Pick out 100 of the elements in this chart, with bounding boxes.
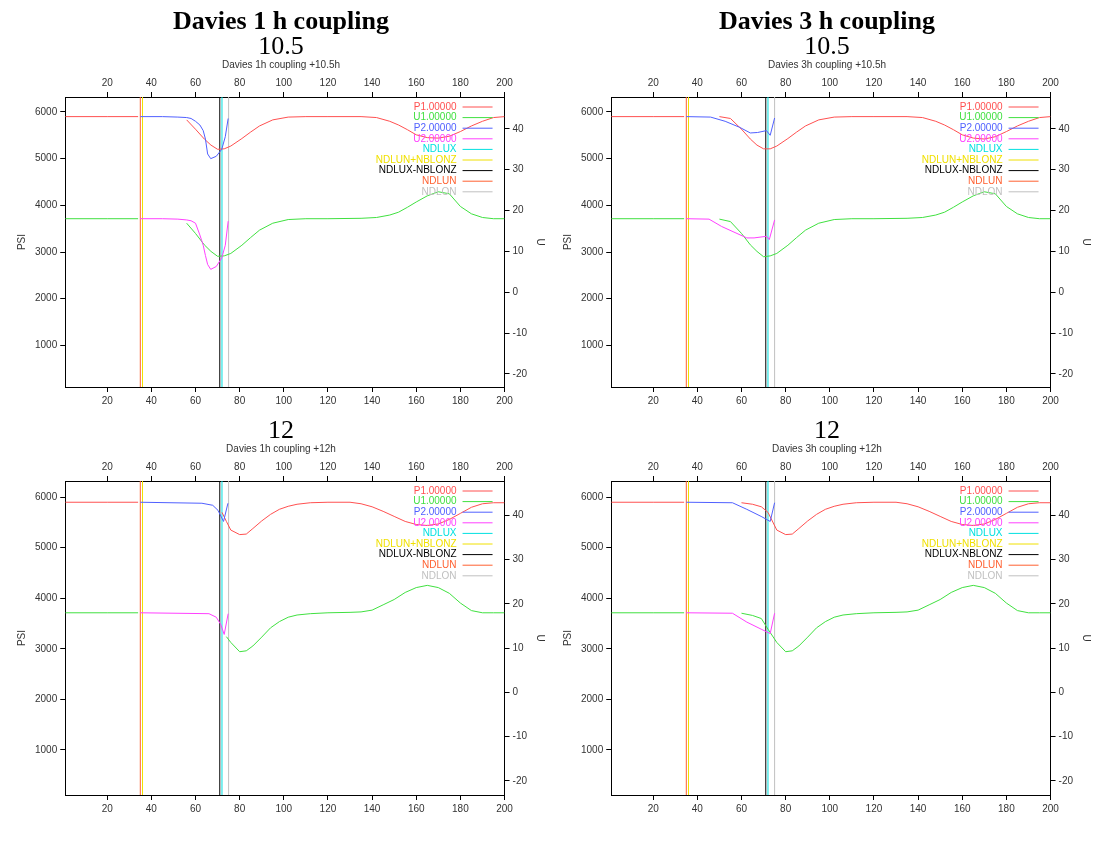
- x-tick-label: 80: [780, 394, 792, 406]
- chart-subtitle: Davies 1h coupling +12h: [225, 442, 337, 456]
- x-tick-label: 60: [189, 394, 202, 406]
- x2-tick-label: 100: [275, 460, 293, 472]
- y-tick-label: 1000: [35, 339, 58, 351]
- x2-tick-label: 120: [865, 460, 883, 472]
- x2-tick-label: 180: [998, 460, 1016, 472]
- x-tick-label: 200: [1042, 802, 1060, 814]
- x2-tick-label: 80: [234, 460, 246, 472]
- x2-tick-label: 20: [101, 76, 114, 88]
- y2-tick-label: 0: [1058, 686, 1065, 698]
- y-tick-label: 3000: [581, 642, 604, 654]
- x2-tick-label: 80: [780, 76, 792, 88]
- x-tick-label: 120: [319, 802, 337, 814]
- y-tick-label: 5000: [581, 541, 604, 553]
- x2-tick-label: 160: [953, 460, 972, 472]
- ref-line-label: NDLUX: [422, 527, 457, 539]
- x-tick-label: 40: [145, 394, 158, 406]
- y2-tick-label: -20: [512, 367, 528, 379]
- x-tick-label: 180: [998, 394, 1016, 406]
- x2-tick-label: 180: [998, 76, 1016, 88]
- legend-label: P2.00000: [413, 505, 457, 517]
- y2-tick-label: 10: [1058, 245, 1071, 257]
- y2-tick-label: 40: [512, 122, 525, 134]
- y2-tick-label: 0: [1058, 285, 1065, 297]
- y-tick-label: 5000: [35, 541, 58, 553]
- y2-tick-label: 10: [1058, 641, 1071, 653]
- legend-label: U1.00000: [959, 111, 1003, 123]
- y2-tick-label: 0: [512, 686, 519, 698]
- ref-line-label: NDLUN+NBLONZ: [375, 153, 457, 165]
- legend-label: P2.00000: [959, 505, 1003, 517]
- x2-tick-label: 140: [909, 76, 927, 88]
- y-axis-title: PSI: [561, 233, 573, 251]
- ref-line-label: NDLUN+NBLONZ: [921, 153, 1003, 165]
- x2-tick-label: 100: [275, 76, 293, 88]
- x2-tick-label: 40: [691, 76, 704, 88]
- x2-tick-label: 160: [407, 460, 426, 472]
- x-tick-label: 80: [234, 394, 246, 406]
- y-tick-label: 2000: [35, 292, 58, 304]
- x2-tick-label: 60: [735, 460, 748, 472]
- x2-tick-label: 40: [145, 76, 158, 88]
- x-tick-label: 20: [647, 802, 660, 814]
- ref-line-label: NDLUX-NBLONZ: [924, 164, 1003, 176]
- legend-label: P1.00000: [413, 484, 457, 496]
- y-tick-label: 1000: [35, 743, 58, 755]
- y2-tick-label: 30: [512, 553, 525, 565]
- x2-tick-label: 80: [234, 76, 246, 88]
- x-tick-label: 100: [275, 394, 293, 406]
- legend-label: U2.00000: [413, 132, 457, 144]
- x2-tick-label: 60: [735, 76, 748, 88]
- y-axis-title: PSI: [561, 629, 573, 647]
- legend-label: P1.00000: [959, 484, 1003, 496]
- x-tick-label: 60: [735, 394, 748, 406]
- legend-label: U2.00000: [959, 132, 1003, 144]
- chart-title: 12: [813, 415, 841, 444]
- y2-axis-title: U: [1081, 238, 1093, 246]
- y2-tick-label: 10: [512, 245, 525, 257]
- ref-line-label: NDLON: [967, 185, 1003, 197]
- chart-subtitle: Davies 3h coupling +10.5h: [766, 58, 888, 72]
- x-tick-label: 200: [496, 394, 514, 406]
- y-tick-label: 1000: [581, 339, 604, 351]
- x2-tick-label: 140: [363, 460, 381, 472]
- y-tick-label: 6000: [35, 490, 58, 502]
- x-tick-label: 180: [452, 394, 470, 406]
- y-tick-label: 2000: [35, 693, 58, 705]
- ref-line-label: NDLUX-NBLONZ: [378, 548, 457, 560]
- x-tick-label: 140: [363, 394, 381, 406]
- ref-line-label: NDLUX-NBLONZ: [924, 548, 1003, 560]
- ref-line-label: NDLUN: [968, 174, 1003, 186]
- x-tick-label: 80: [234, 802, 246, 814]
- y2-axis-title: U: [535, 634, 547, 642]
- y-tick-label: 1000: [581, 743, 604, 755]
- y2-tick-label: 30: [1058, 163, 1071, 175]
- legend-label: U1.00000: [413, 495, 457, 507]
- y2-tick-label: 40: [512, 509, 525, 521]
- x2-tick-label: 140: [909, 460, 927, 472]
- y-tick-label: 5000: [581, 152, 604, 164]
- chart-subtitle: Davies 3h coupling +12h: [771, 442, 883, 456]
- x2-tick-label: 200: [1042, 460, 1060, 472]
- x-tick-label: 200: [1042, 394, 1060, 406]
- ref-line-label: NDLUX: [422, 143, 457, 155]
- ref-line-label: NDLUX: [968, 527, 1003, 539]
- x2-tick-label: 40: [691, 460, 704, 472]
- ref-line-label: NDLUN+NBLONZ: [375, 537, 457, 549]
- x-tick-label: 20: [647, 394, 660, 406]
- y-tick-label: 2000: [581, 292, 604, 304]
- x-tick-label: 160: [953, 802, 972, 814]
- x-tick-label: 160: [407, 802, 426, 814]
- x-tick-label: 80: [780, 802, 792, 814]
- x-tick-label: 60: [189, 802, 202, 814]
- y-tick-label: 4000: [581, 592, 604, 604]
- y-tick-label: 6000: [581, 105, 604, 117]
- y2-tick-label: 40: [1058, 122, 1071, 134]
- y2-axis-title: U: [535, 238, 547, 246]
- ref-line-label: NDLUN: [422, 174, 457, 186]
- y-tick-label: 4000: [35, 199, 58, 211]
- y2-axis-title: U: [1081, 634, 1093, 642]
- y2-tick-label: 20: [1058, 597, 1071, 609]
- ref-line-label: NDLON: [421, 185, 457, 197]
- x-tick-label: 60: [735, 802, 748, 814]
